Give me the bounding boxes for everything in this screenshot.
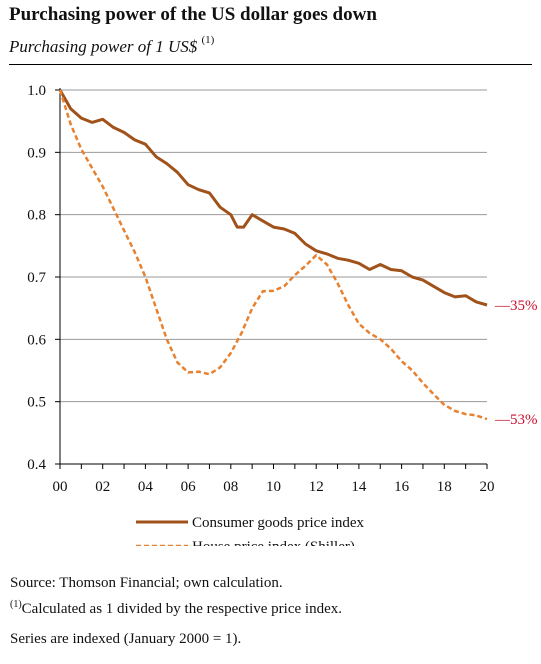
indexing-note: Series are indexed (January 2000 = 1). bbox=[10, 631, 242, 647]
axes bbox=[59, 88, 487, 465]
y-axis-ticks: 0.4 0.5 0.6 0.7 0.8 0.9 1.0 bbox=[27, 83, 60, 473]
chart-title: Purchasing power of the US dollar goes d… bbox=[9, 4, 377, 25]
x-tick-label: 04 bbox=[138, 479, 154, 495]
end-label: —53% bbox=[494, 412, 538, 428]
series-line-consumer-goods bbox=[58, 89, 488, 307]
subtitle-text: Purchasing power of 1 US$ bbox=[9, 37, 198, 56]
x-tick-label: 06 bbox=[181, 479, 197, 495]
x-axis-ticks: 00 02 04 06 08 10 12 14 16 18 20 bbox=[53, 464, 495, 495]
y-tick-label: 0.6 bbox=[27, 332, 46, 348]
x-tick-label: 02 bbox=[95, 479, 110, 495]
x-tick-label: 10 bbox=[266, 479, 281, 495]
series-lines bbox=[58, 89, 488, 421]
y-tick-label: 0.9 bbox=[27, 145, 46, 161]
x-tick-label: 08 bbox=[223, 479, 238, 495]
y-tick-label: 0.4 bbox=[27, 457, 46, 473]
x-tick-label: 00 bbox=[53, 479, 68, 495]
y-tick-label: 1.0 bbox=[27, 83, 46, 99]
end-labels: —35% —53% bbox=[494, 298, 538, 428]
calculation-note: (1)Calculated as 1 divided by the respec… bbox=[10, 599, 342, 618]
source-note: Source: Thomson Financial; own calculati… bbox=[10, 575, 283, 591]
y-tick-label: 0.7 bbox=[27, 270, 46, 286]
calculation-note-text: Calculated as 1 divided by the respectiv… bbox=[21, 601, 342, 617]
subtitle-footnote-marker: (1) bbox=[201, 34, 215, 46]
x-tick-label: 14 bbox=[351, 479, 367, 495]
legend-label: House price index (Shiller) bbox=[192, 539, 355, 546]
gridlines bbox=[60, 89, 487, 403]
footnote-marker: (1) bbox=[10, 599, 22, 610]
x-tick-label: 12 bbox=[309, 479, 324, 495]
chart-subtitle: Purchasing power of 1 US$ (1) bbox=[9, 34, 215, 57]
series-line-house-price bbox=[58, 89, 488, 421]
legend-label: Consumer goods price index bbox=[192, 515, 365, 531]
x-tick-label: 16 bbox=[394, 479, 410, 495]
y-tick-label: 0.5 bbox=[27, 395, 46, 411]
end-label: —35% bbox=[494, 298, 538, 314]
x-tick-label: 18 bbox=[437, 479, 452, 495]
title-divider bbox=[9, 64, 532, 65]
y-tick-label: 0.8 bbox=[27, 208, 46, 224]
line-chart: 0.4 0.5 0.6 0.7 0.8 0.9 1.0 00 02 04 06 08 10 12 14 16… bbox=[27, 83, 538, 546]
legend: Consumer goods price index House price in… bbox=[136, 515, 365, 546]
x-tick-label: 20 bbox=[480, 479, 495, 495]
